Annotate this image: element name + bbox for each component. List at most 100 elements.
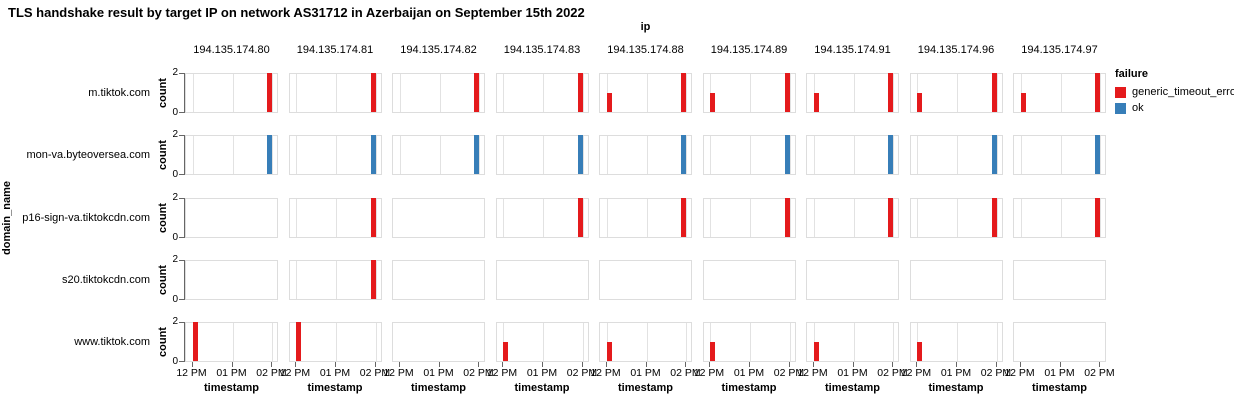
y-tick-label: 0 — [172, 231, 178, 243]
bar — [503, 341, 508, 361]
grid-line — [543, 198, 544, 237]
grid-line — [272, 323, 274, 361]
column-header: 194.135.174.80 — [193, 44, 270, 56]
grid-line — [232, 74, 234, 112]
x-tick — [1059, 362, 1061, 367]
grid-line — [1100, 136, 1102, 175]
bar — [917, 341, 922, 361]
grid-line — [957, 323, 958, 361]
y-tick-label: 2 — [172, 191, 178, 203]
y-axis-title: count — [156, 135, 170, 175]
x-tick-label: 12 PM — [279, 367, 311, 379]
y-axis-title-text: count — [157, 140, 170, 171]
facet-cell — [806, 73, 899, 113]
bar — [474, 73, 480, 112]
y-tick-label: 2 — [172, 67, 178, 78]
x-tick — [1099, 362, 1101, 367]
row-label: www.tiktok.com — [74, 336, 150, 348]
x-axis-title: timestamp — [514, 382, 570, 394]
x-tick — [542, 362, 543, 367]
grid-line — [853, 136, 855, 175]
y-tick — [179, 322, 184, 323]
x-tick-label: 01 PM — [526, 367, 558, 379]
x-tick-label: 12 PM — [1004, 367, 1035, 379]
facet-cell — [702, 197, 796, 238]
x-tick — [374, 362, 376, 367]
grid-line — [232, 136, 234, 175]
y-tick — [179, 174, 184, 176]
x-axis-title: timestamp — [928, 382, 984, 394]
bar — [813, 341, 819, 361]
y-axis-title-text: count — [157, 78, 170, 108]
x-tick — [605, 362, 607, 367]
grid-line — [646, 198, 648, 237]
x-tick — [271, 362, 273, 367]
facet-cell — [599, 73, 692, 113]
facet-cell — [909, 322, 1003, 362]
x-tick-label: 12 PM — [693, 367, 725, 379]
grid-line — [336, 198, 337, 237]
x-axis-title: timestamp — [307, 382, 363, 394]
x-tick-label: 02 PM — [877, 367, 908, 379]
x-axis-title: timestamp — [203, 382, 260, 394]
facet-cell — [806, 259, 899, 300]
legend-item: ok — [1115, 102, 1234, 114]
grid-line — [1100, 198, 1102, 237]
y-tick — [179, 236, 184, 238]
bar — [577, 73, 583, 112]
grid-line — [1020, 198, 1022, 237]
grid-line — [686, 323, 688, 361]
facet-cell — [1013, 322, 1106, 362]
grid-line — [750, 198, 751, 237]
facet-cell — [185, 135, 278, 176]
facet-cell — [599, 197, 692, 238]
facet-cell — [185, 322, 278, 362]
chart-title: TLS handshake result by target IP on net… — [8, 5, 585, 20]
y-axis-line — [184, 259, 185, 300]
grid-line — [543, 136, 544, 175]
y-tick-label: 0 — [172, 107, 178, 118]
y-tick — [179, 259, 184, 261]
x-tick-label: 01 PM — [319, 367, 351, 379]
y-tick-label: 2 — [172, 129, 178, 141]
bar — [1095, 73, 1101, 112]
facet-cell — [806, 135, 899, 176]
grid-line — [399, 136, 401, 175]
facet-cell — [288, 73, 382, 113]
grid-line — [686, 74, 688, 112]
x-tick-label: 12 PM — [486, 367, 518, 379]
grid-line — [957, 74, 958, 112]
x-tick — [709, 362, 710, 367]
y-tick — [179, 361, 184, 362]
facet-cell — [392, 322, 485, 362]
x-tick-label: 12 PM — [590, 367, 621, 379]
grid-line — [893, 323, 895, 361]
x-tick-label: 02 PM — [256, 367, 287, 379]
facet-cell — [909, 259, 1003, 300]
bar — [1095, 135, 1101, 175]
y-axis-title: count — [156, 73, 170, 113]
x-tick-label: 01 PM — [630, 367, 661, 379]
bar — [267, 73, 273, 112]
bar — [888, 73, 894, 112]
grid-line — [232, 323, 234, 361]
grid-line — [789, 136, 791, 175]
facet-cell — [288, 322, 382, 362]
bar — [681, 135, 687, 175]
y-axis-line — [184, 197, 185, 238]
x-tick-label: 01 PM — [423, 367, 454, 379]
row-label: s20.tiktokcdn.com — [61, 273, 150, 286]
facet-cell — [185, 73, 278, 113]
bar — [606, 92, 612, 112]
x-tick — [398, 362, 400, 367]
x-tick-label: 02 PM — [359, 367, 391, 379]
bar — [267, 135, 273, 175]
y-tick-label: 0 — [172, 169, 178, 181]
grid-line — [996, 198, 998, 237]
bar — [1020, 92, 1026, 112]
grid-line — [750, 323, 751, 361]
grid-line — [957, 136, 958, 175]
bar — [370, 73, 376, 112]
x-axis-title: timestamp — [824, 382, 881, 394]
grid-line — [957, 198, 958, 237]
